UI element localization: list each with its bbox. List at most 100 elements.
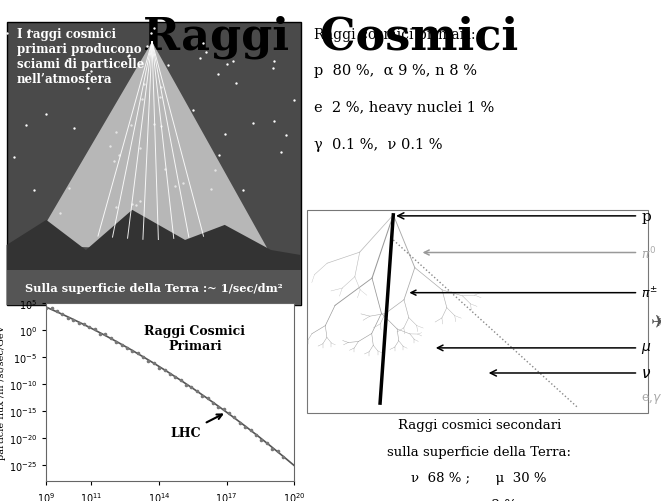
Text: Sulla superficie della Terra :~ 1/sec/dm²: Sulla superficie della Terra :~ 1/sec/dm…: [25, 283, 282, 294]
Point: [123, 53, 134, 61]
Point: [248, 120, 258, 128]
Point: [231, 80, 241, 88]
Point: [73, 320, 84, 328]
Polygon shape: [7, 23, 301, 306]
Point: [126, 122, 136, 130]
Point: [160, 166, 171, 174]
Point: [80, 48, 91, 56]
Point: [2, 30, 13, 38]
Point: [149, 25, 159, 33]
Point: [95, 330, 105, 338]
Text: p, n, ... 2 %: p, n, ... 2 %: [442, 498, 517, 501]
Point: [245, 426, 256, 434]
Point: [110, 129, 121, 137]
Point: [105, 143, 116, 151]
Point: [111, 203, 122, 211]
Y-axis label: particle flux /m²/st/sec/GeV: particle flux /m²/st/sec/GeV: [0, 325, 6, 459]
Point: [52, 308, 62, 316]
Text: ✈: ✈: [651, 314, 661, 332]
Point: [46, 305, 57, 313]
Text: Raggi cosmici secondari: Raggi cosmici secondari: [398, 418, 561, 431]
Point: [186, 384, 197, 392]
Point: [111, 339, 122, 347]
Text: $\mu$: $\mu$: [438, 341, 652, 356]
Point: [135, 198, 145, 206]
Point: [201, 49, 212, 57]
Point: [68, 317, 79, 325]
Point: [175, 376, 186, 384]
Point: [219, 130, 230, 138]
Point: [155, 123, 166, 131]
Point: [57, 311, 67, 319]
Point: [124, 52, 134, 60]
Point: [136, 96, 147, 104]
Point: [61, 57, 72, 65]
Point: [139, 81, 149, 89]
Point: [24, 27, 34, 35]
Point: [83, 84, 93, 92]
Text: $\pi^0$: $\pi^0$: [424, 244, 656, 262]
Point: [256, 436, 266, 444]
Text: $\nu$: $\nu$: [490, 366, 651, 380]
Point: [155, 84, 166, 92]
Point: [195, 55, 206, 63]
Point: [170, 183, 180, 191]
Point: [69, 125, 79, 133]
Point: [64, 185, 75, 193]
Point: [116, 342, 127, 350]
Point: [130, 201, 141, 209]
Point: [213, 71, 223, 79]
Point: [192, 387, 202, 395]
Point: [79, 320, 89, 328]
Point: [197, 392, 208, 400]
Text: Raggi cosmici primari:: Raggi cosmici primari:: [314, 28, 475, 42]
Point: [269, 58, 280, 66]
Point: [163, 62, 173, 70]
Text: Raggi Cosmici
Primari: Raggi Cosmici Primari: [145, 325, 245, 352]
Point: [210, 167, 221, 175]
Point: [240, 423, 251, 431]
Point: [86, 68, 97, 76]
Point: [224, 409, 235, 417]
Point: [94, 73, 104, 81]
Point: [181, 381, 192, 389]
Point: [149, 359, 159, 367]
Point: [238, 186, 249, 194]
Point: [272, 447, 283, 455]
Point: [159, 367, 170, 375]
Point: [141, 43, 152, 51]
Point: [28, 187, 39, 195]
Point: [127, 347, 137, 355]
Text: p: p: [398, 209, 651, 223]
Point: [106, 334, 116, 342]
Point: [145, 30, 156, 38]
Point: [251, 431, 261, 439]
Point: [155, 94, 166, 102]
Point: [178, 179, 188, 187]
Point: [281, 131, 292, 139]
Point: [206, 186, 217, 194]
Point: [22, 29, 33, 37]
Text: γ  0.1 %,  ν 0.1 %: γ 0.1 %, ν 0.1 %: [314, 137, 442, 151]
Point: [214, 152, 225, 160]
Polygon shape: [7, 210, 301, 306]
Point: [137, 353, 148, 361]
Point: [269, 118, 280, 126]
Point: [114, 152, 124, 160]
Point: [63, 314, 73, 322]
Text: p  80 %,  α 9 %, n 8 %: p 80 %, α 9 %, n 8 %: [314, 64, 477, 78]
Text: $\pi^{\pm}$: $\pi^{\pm}$: [411, 286, 658, 301]
Point: [202, 394, 213, 402]
Point: [100, 331, 110, 339]
Point: [84, 323, 95, 331]
FancyBboxPatch shape: [7, 271, 301, 306]
Text: LHC: LHC: [171, 415, 222, 439]
Point: [143, 357, 154, 365]
Point: [235, 419, 245, 427]
Point: [170, 373, 180, 381]
Point: [132, 350, 143, 358]
Point: [198, 40, 209, 48]
Point: [218, 405, 229, 413]
Point: [222, 61, 233, 69]
Point: [267, 445, 278, 453]
